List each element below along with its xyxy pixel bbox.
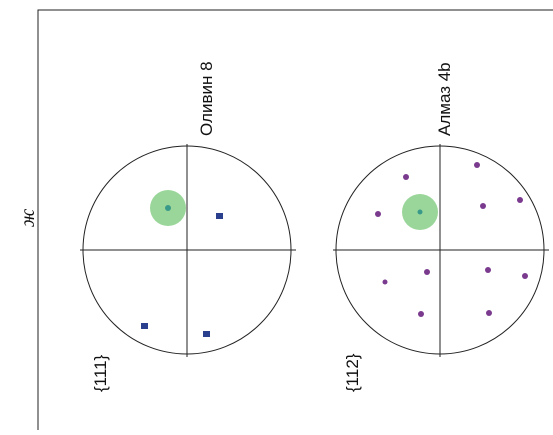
pole [382, 279, 388, 285]
pole [165, 205, 171, 211]
pole [486, 310, 492, 316]
pole-figure: Алмаз 4b {112} [333, 62, 549, 392]
poles [375, 162, 528, 317]
pole [141, 323, 148, 329]
pole [216, 213, 223, 219]
plane-label: {111} [91, 354, 110, 392]
pole [417, 209, 423, 215]
pole [403, 174, 409, 180]
pole [203, 331, 210, 337]
pole [517, 197, 523, 203]
pole [375, 211, 381, 217]
pole [485, 267, 491, 273]
panel-title: Оливин 8 [197, 61, 216, 136]
pole [418, 311, 424, 317]
axis-label: ж [17, 208, 39, 227]
pole [522, 273, 528, 279]
panel-title: Алмаз 4b [435, 62, 454, 136]
pole [424, 269, 430, 275]
plane-label: {112} [343, 353, 362, 392]
pole [480, 203, 486, 209]
pole-figure: Оливин 8 {111} [80, 61, 296, 392]
frame [37, 9, 553, 430]
pole [474, 162, 480, 168]
